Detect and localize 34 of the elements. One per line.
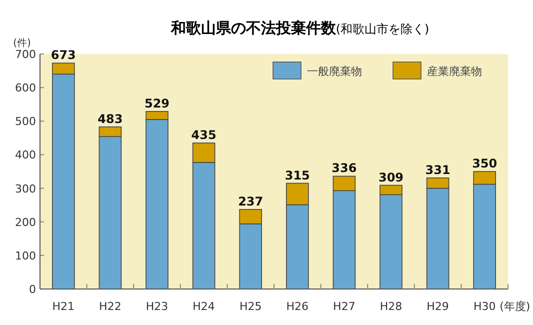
legend-label: 一般廃棄物 xyxy=(307,65,362,78)
total-label: 237 xyxy=(238,194,264,208)
chart-title: 和歌山県の不法投棄件数 xyxy=(170,19,337,37)
y-tick-label: 400 xyxy=(15,148,36,162)
y-tick-label: 500 xyxy=(15,115,36,128)
x-tick-label: H21 xyxy=(52,300,75,313)
y-axis-title: (件) xyxy=(13,38,31,49)
total-label: 315 xyxy=(284,168,310,182)
total-label: 350 xyxy=(472,156,498,170)
total-label: 331 xyxy=(425,162,450,177)
total-label: 529 xyxy=(144,96,170,110)
y-tick-label: 0 xyxy=(29,283,36,296)
x-tick-label: H30 xyxy=(473,300,496,313)
x-tick-label: H23 xyxy=(146,300,168,313)
total-label: 483 xyxy=(98,112,123,126)
x-tick-label: H22 xyxy=(99,300,122,313)
chart-subtitle: (和歌山市を除く) xyxy=(336,22,430,36)
y-tick-label: 300 xyxy=(15,182,36,196)
total-label: 309 xyxy=(378,170,404,184)
total-label: 435 xyxy=(191,128,216,142)
x-tick-label: H29 xyxy=(426,300,449,313)
y-tick-label: 700 xyxy=(15,48,36,61)
x-axis-title: (年度) xyxy=(500,300,530,313)
x-tick-label: H28 xyxy=(380,300,402,313)
x-tick-label: H27 xyxy=(333,300,356,313)
y-tick-label: 200 xyxy=(15,216,36,229)
total-label: 673 xyxy=(50,48,76,62)
legend-label: 産業廃棄物 xyxy=(427,65,482,78)
y-tick-label: 100 xyxy=(15,249,36,262)
total-label: 336 xyxy=(332,161,357,176)
x-tick-label: H25 xyxy=(239,300,262,313)
x-tick-label: H26 xyxy=(286,300,309,313)
x-tick-label: H24 xyxy=(192,300,215,313)
y-tick-label: 600 xyxy=(15,82,36,95)
